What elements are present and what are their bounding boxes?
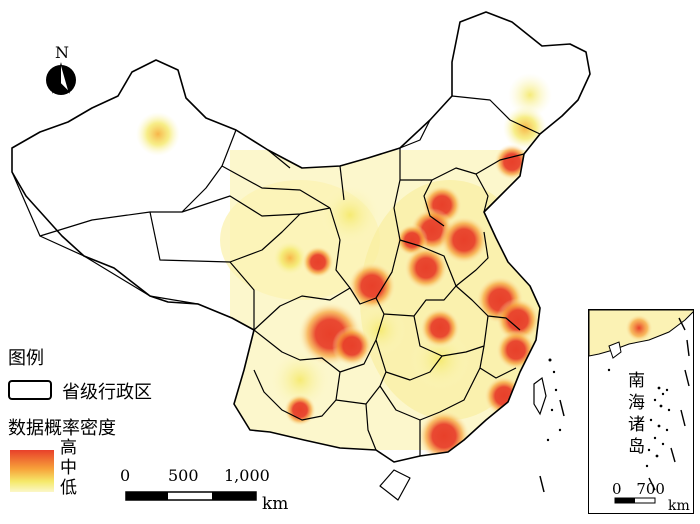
legend-mid-label: 中 xyxy=(60,458,77,478)
hotspot-fujian xyxy=(484,376,524,416)
hotspot-wuhan xyxy=(420,308,460,348)
inset-map xyxy=(589,310,693,504)
inset-scale-tick-0: 0 xyxy=(612,480,622,498)
north-label: N xyxy=(55,43,69,62)
scale-unit: km xyxy=(262,494,289,514)
density-color-ramp xyxy=(10,450,54,492)
legend-high-label: 高 xyxy=(60,438,77,458)
taiwan-island xyxy=(533,376,547,416)
hotspot-kunming xyxy=(284,394,316,426)
inset-label-char-3: 诸 xyxy=(628,415,645,435)
hotspot-guizhou xyxy=(270,350,330,410)
hotspot-shandong xyxy=(440,216,488,264)
inset-label-char-4: 岛 xyxy=(628,437,645,457)
inset-label: 南 海 诸 岛 xyxy=(628,370,648,458)
legend-density-title: 数据概率密度 xyxy=(8,418,116,439)
inset-scale-unit: km xyxy=(668,498,690,514)
hotspot-lhasa xyxy=(138,308,178,348)
hotspot-urumqi xyxy=(136,112,180,156)
hotspot-lanzhou xyxy=(302,246,334,278)
coast-islands xyxy=(539,358,565,493)
north-arrow xyxy=(46,62,76,95)
south-china-sea-inset xyxy=(588,309,694,514)
legend-boundary-swatch xyxy=(8,380,52,400)
legend-title: 图例 xyxy=(8,348,44,369)
hotspot-chongqing xyxy=(332,326,372,366)
hotspot-xian xyxy=(348,262,396,310)
inset-label-char-2: 海 xyxy=(628,393,645,413)
hotspot-zhejiang xyxy=(496,330,536,370)
scale-bar xyxy=(125,491,257,501)
province-boundaries xyxy=(11,11,591,501)
hotspot-northeast xyxy=(508,73,552,117)
legend-low-label: 低 xyxy=(60,478,77,498)
legend-boundary-label: 省级行政区 xyxy=(62,382,152,403)
inset-label-char-1: 南 xyxy=(628,371,645,391)
hotspot-xining xyxy=(272,240,308,276)
hotspot-shenyang xyxy=(494,144,530,180)
inset-scale-labels: 0 700 xyxy=(612,480,665,498)
hotspot-yinchuan xyxy=(320,185,380,245)
hotspot-south-central xyxy=(410,330,470,390)
scale-tick-500: 500 xyxy=(168,466,199,485)
hotspot-zhengzhou xyxy=(404,246,448,290)
scale-tick-0: 0 xyxy=(120,466,131,485)
hotspot-shanghai xyxy=(496,298,540,342)
scale-tick-1000: 1,000 xyxy=(224,466,270,485)
inset-scale-tick-700: 700 xyxy=(636,480,665,498)
